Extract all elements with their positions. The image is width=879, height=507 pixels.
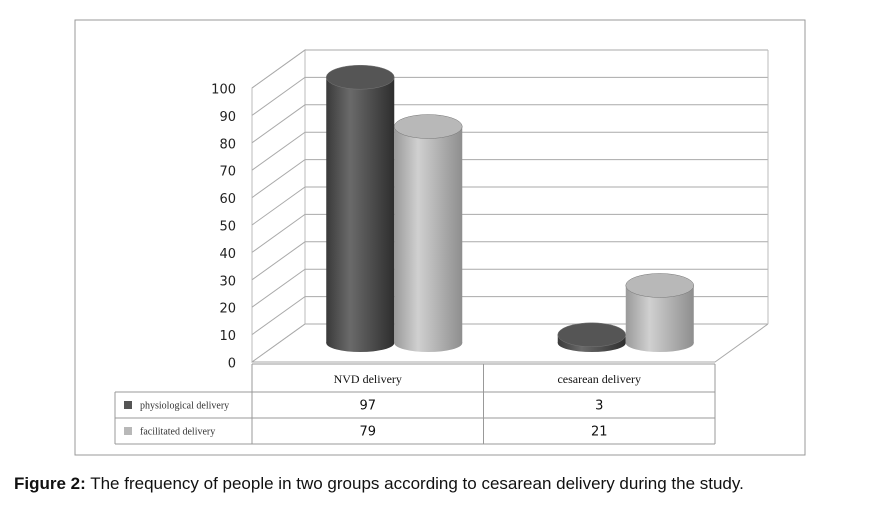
y-tick-label: 50 [219,220,236,235]
y-tick-label: 20 [219,302,236,317]
caption-label: Figure 2: [14,474,86,493]
y-tick-label: 80 [219,137,236,152]
x-tick-label: NVD delivery [334,372,402,386]
table-value: 21 [591,425,608,440]
y-tick-label: 60 [219,192,236,207]
y-tick-label: 70 [219,165,236,180]
legend-swatch [124,427,132,435]
grid-line [251,213,768,253]
bar [394,126,463,343]
cylinder-top [394,114,463,139]
chart: 0 10 20 30 40 50 60 70 80 90 100 NVD delivery cesare… [74,19,806,456]
y-tick-label: 40 [219,247,236,262]
table-value: 3 [595,399,603,414]
caption: Figure 2: The frequency of people in two… [14,474,744,494]
cylinder-top [625,273,694,298]
grid-line [251,159,768,199]
y-tick-label: 0 [228,357,236,372]
grid-line [251,296,768,336]
table-value: 97 [359,399,376,414]
y-tick-label: 10 [219,329,236,344]
y-tick-label: 100 [211,83,236,98]
legend-swatch [124,401,132,409]
frame [74,19,806,456]
cylinder-top [557,322,626,348]
table-lines [114,363,716,445]
x-tick-label: cesarean delivery [557,372,641,386]
y-tick-label: 90 [219,110,236,125]
y-tick-label: 30 [219,274,236,289]
grid-line [251,76,768,116]
grid-line [251,268,768,308]
legend-label: physiological delivery [140,400,229,411]
bar [326,77,395,343]
cylinder-top [326,64,395,90]
legend-label: facilitated delivery [140,426,215,437]
grid-line [251,49,768,89]
grid-line [251,323,768,363]
floor [252,323,769,363]
grid-line [251,241,768,281]
caption-text: The frequency of people in two groups ac… [90,474,744,493]
grid-line [251,104,768,144]
grid-line [251,131,768,171]
table-value: 79 [359,425,376,440]
grid-line [251,186,768,226]
